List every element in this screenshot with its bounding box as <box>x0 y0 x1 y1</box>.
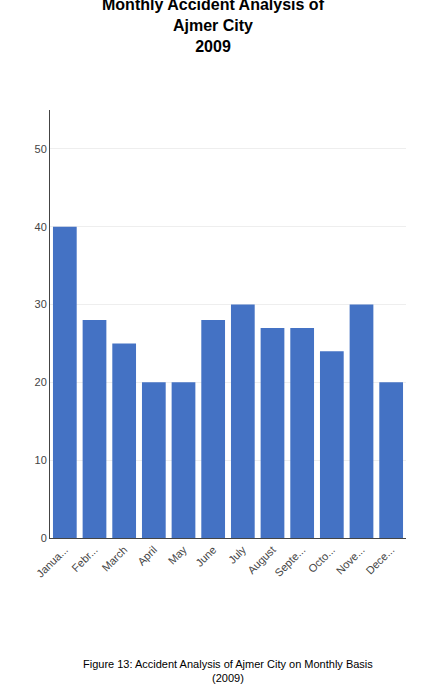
svg-text:0: 0 <box>41 532 47 544</box>
svg-text:Octo...: Octo... <box>306 544 337 575</box>
svg-text:April: April <box>135 544 159 568</box>
svg-text:Figure 13: Accident Analysis o: Figure 13: Accident Analysis of Ajmer Ci… <box>83 658 373 684</box>
svg-text:Septe...: Septe... <box>272 544 307 579</box>
svg-text:10: 10 <box>35 454 47 466</box>
svg-text:40: 40 <box>35 221 47 233</box>
svg-text:30: 30 <box>35 298 47 310</box>
svg-text:Nove...: Nove... <box>334 544 367 577</box>
svg-text:August: August <box>245 544 278 577</box>
svg-text:50: 50 <box>35 143 47 155</box>
svg-text:May: May <box>166 543 190 567</box>
svg-text:Monthly Accident Analysis ofAj: Monthly Accident Analysis ofAjmer City20… <box>102 0 325 55</box>
svg-text:March: March <box>99 544 129 574</box>
svg-text:20: 20 <box>35 376 47 388</box>
svg-text:July: July <box>226 543 249 566</box>
svg-text:Dece...: Dece... <box>363 544 396 577</box>
svg-text:Febr...: Febr... <box>69 544 100 575</box>
svg-text:Janua...: Janua... <box>34 544 70 580</box>
svg-text:June: June <box>193 544 218 569</box>
